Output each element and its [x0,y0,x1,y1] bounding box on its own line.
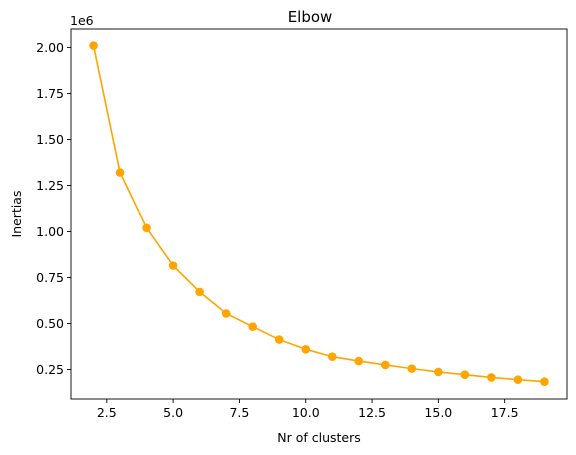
data-point [274,335,284,344]
data-point [327,352,337,361]
y-offset-label: 1e6 [70,13,94,28]
x-tick-label: 15.0 [424,405,452,420]
data-point [540,377,549,386]
y-tick-label: 1.75 [36,86,64,101]
data-point [195,287,204,297]
y-axis-label: Inertias [9,191,24,238]
data-point [221,309,231,318]
data-point [142,223,151,233]
y-tick-label: 1.25 [36,178,64,193]
x-tick-label: 10.0 [292,405,320,420]
x-tick-label: 7.5 [229,405,249,420]
chart-title: Elbow [288,8,333,26]
data-point [115,168,125,177]
y-tick-label: 1.00 [36,224,64,239]
data-point [407,364,417,373]
y-tick-label: 1.50 [36,132,64,147]
y-tick-label: 0.75 [36,270,64,285]
series-line [92,45,545,383]
y-tick-label: 0.50 [36,316,64,331]
data-point [168,261,178,270]
y-axis-ticks: 0.25 0.50 0.75 1.00 1.25 1.50 1.75 2.00 [36,40,71,377]
data-point [487,373,496,382]
plot-frame [70,28,568,400]
x-tick-label: 12.5 [358,405,386,420]
x-axis-label: Nr of clusters [277,430,361,445]
data-point [513,375,523,384]
y-tick-label: 0.25 [36,362,64,377]
x-tick-label: 2.5 [97,405,117,420]
data-point [301,344,311,354]
x-axis-ticks: 2.5 5.0 7.5 10.0 12.5 15.0 17.5 [97,399,519,420]
data-point [460,370,470,380]
data-point [354,356,364,366]
y-tick-label: 2.00 [36,40,64,55]
data-point [89,41,98,50]
data-point [434,367,443,377]
data-point [381,360,390,370]
data-point [248,322,257,331]
x-tick-label: 17.5 [491,405,519,420]
x-tick-label: 5.0 [163,405,183,420]
series-layer [89,41,549,386]
